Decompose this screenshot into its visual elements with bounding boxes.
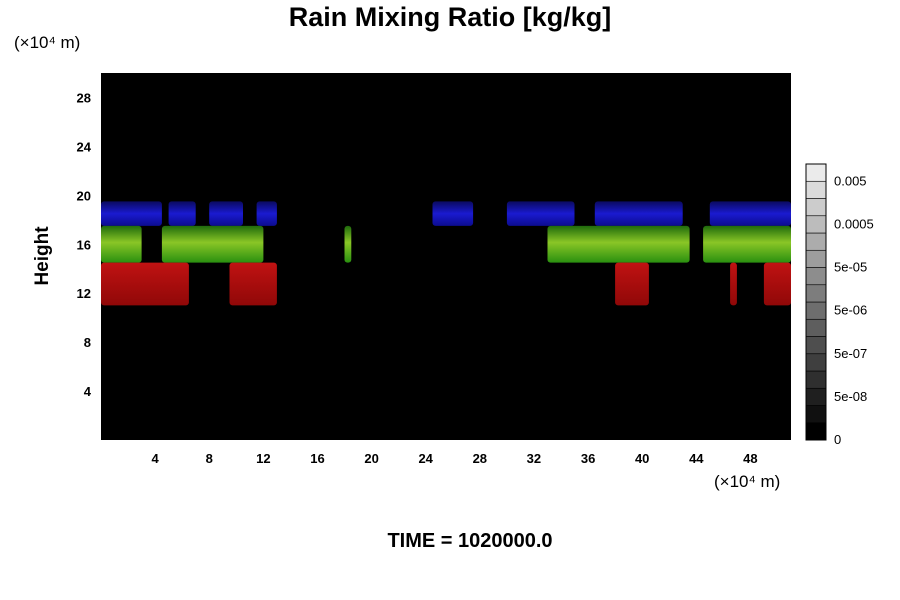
layer-0-segment-4 (432, 201, 474, 226)
x-tick-label: 40 (635, 451, 649, 466)
layer-1-segment-2 (344, 225, 352, 263)
layer-2-segment-1 (229, 262, 277, 306)
field-layers (101, 201, 791, 306)
x-tick-label: 8 (206, 451, 213, 466)
colorbar-level (805, 370, 827, 389)
x-axis-unit-label: (×10⁴ m) (714, 472, 781, 491)
colorbar-level (805, 405, 827, 424)
layer-2-segment-4 (763, 262, 791, 306)
x-tick-label: 48 (743, 451, 757, 466)
y-tick-label: 4 (84, 384, 92, 399)
colorbar-level (805, 180, 827, 199)
layer-1-segment-4 (703, 225, 791, 263)
colorbar-level (805, 387, 827, 406)
layer-1-segment-3 (547, 225, 690, 263)
colorbar-level (805, 336, 827, 355)
colorbar-level (805, 232, 827, 251)
colorbar-tick-label: 0.005 (834, 173, 867, 188)
x-tick-label: 36 (581, 451, 595, 466)
x-tick-label: 24 (418, 451, 433, 466)
colorbar-level (805, 422, 827, 441)
colorbar-level (805, 353, 827, 372)
layer-0-segment-6 (594, 201, 683, 226)
x-tick-label: 20 (364, 451, 378, 466)
x-tick-labels: 4 8 12 16 20 24 28 32 36 40 44 48 (151, 451, 757, 466)
y-tick-label: 24 (77, 139, 92, 154)
time-label: TIME = 1020000.0 (387, 530, 553, 552)
layer-0-segment-2 (209, 201, 243, 226)
colorbar-level (805, 267, 827, 286)
y-tick-label: 12 (77, 286, 91, 301)
colorbar-level (805, 198, 827, 217)
y-tick-label: 20 (77, 188, 91, 203)
colorbar-level (805, 163, 827, 182)
colorbar-tick-labels: 0.005 0.0005 5e-05 5e-06 5e-07 5e-08 0 (834, 173, 874, 447)
x-tick-label: 4 (151, 451, 159, 466)
y-axis-unit-label: (×10⁴ m) (14, 33, 81, 52)
colorbar-frame (805, 163, 827, 441)
colorbar-tick-label: 0 (834, 432, 841, 447)
layer-0-segment-7 (709, 201, 791, 226)
y-tick-labels: 4 8 12 16 20 24 28 (77, 91, 92, 400)
layer-0-segment-3 (256, 201, 277, 226)
layer-1-segment-1 (161, 225, 264, 263)
y-tick-label: 28 (77, 91, 91, 106)
x-tick-label: 16 (310, 451, 324, 466)
layer-0-segment-1 (168, 201, 196, 226)
y-tick-label: 16 (77, 237, 91, 252)
colorbar-tick-label: 0.0005 (834, 216, 874, 231)
colorbar-level (805, 215, 827, 234)
x-tick-label: 44 (689, 451, 704, 466)
y-tick-label: 8 (84, 335, 91, 350)
layer-0-segment-5 (506, 201, 575, 226)
colorbar (805, 163, 827, 441)
colorbar-tick-label: 5e-06 (834, 303, 867, 318)
colorbar-level (805, 284, 827, 303)
colorbar-tick-label: 5e-05 (834, 260, 867, 275)
colorbar-level (805, 249, 827, 268)
layer-1-segment-0 (101, 225, 142, 263)
chart-title: Rain Mixing Ratio [kg/kg] (288, 2, 612, 32)
x-tick-label: 32 (527, 451, 541, 466)
colorbar-level (805, 318, 827, 337)
x-tick-label: 12 (256, 451, 270, 466)
x-tick-label: 28 (473, 451, 487, 466)
layer-2-segment-0 (101, 262, 189, 306)
layer-0-segment-0 (101, 201, 162, 226)
colorbar-tick-label: 5e-07 (834, 346, 867, 361)
layer-2-segment-3 (730, 262, 737, 306)
colorbar-level (805, 301, 827, 320)
layer-2-segment-2 (615, 262, 649, 306)
colorbar-tick-label: 5e-08 (834, 389, 867, 404)
